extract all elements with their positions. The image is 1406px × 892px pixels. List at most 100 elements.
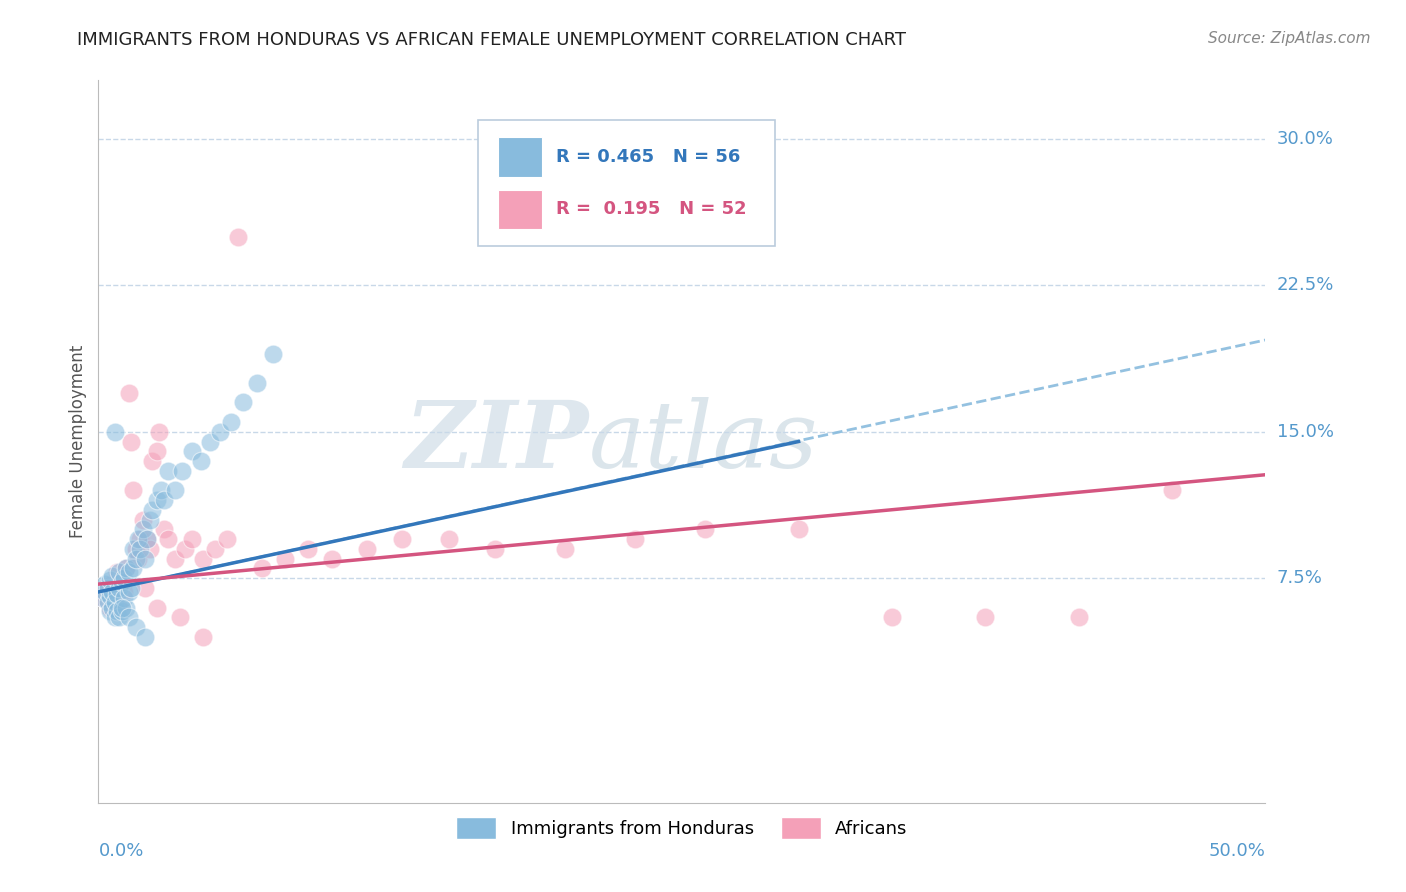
Point xyxy=(108,581,131,595)
Point xyxy=(880,610,903,624)
Point xyxy=(111,604,134,618)
Point xyxy=(127,532,149,546)
Point xyxy=(134,551,156,566)
Point xyxy=(262,346,284,360)
Point xyxy=(132,513,155,527)
Point xyxy=(554,541,576,556)
Point xyxy=(190,454,212,468)
Point xyxy=(105,566,128,580)
Point xyxy=(437,532,460,546)
Point xyxy=(139,541,162,556)
Text: R =  0.195   N = 52: R = 0.195 N = 52 xyxy=(555,201,747,219)
Point xyxy=(101,600,124,615)
Point xyxy=(122,561,145,575)
Text: 30.0%: 30.0% xyxy=(1277,130,1333,148)
Point xyxy=(104,595,127,609)
Point xyxy=(173,541,195,556)
Point xyxy=(193,551,215,566)
Point xyxy=(391,532,413,546)
Point xyxy=(127,551,149,566)
Point xyxy=(180,444,202,458)
Text: atlas: atlas xyxy=(589,397,818,486)
Point xyxy=(250,561,273,575)
Point xyxy=(695,523,717,537)
Point xyxy=(134,581,156,595)
Point xyxy=(97,585,120,599)
Point xyxy=(97,595,120,609)
Point xyxy=(125,551,148,566)
Point xyxy=(232,395,254,409)
Text: R = 0.465   N = 56: R = 0.465 N = 56 xyxy=(555,148,740,166)
Point xyxy=(165,483,187,498)
Point xyxy=(148,425,170,439)
Point xyxy=(108,600,131,615)
Point xyxy=(104,591,127,605)
Point xyxy=(141,454,163,468)
Point xyxy=(118,566,141,580)
Point xyxy=(136,532,159,546)
Point xyxy=(129,532,152,546)
Point xyxy=(101,585,124,599)
Point xyxy=(228,229,250,244)
Point xyxy=(246,376,269,390)
Point xyxy=(105,587,128,601)
Point xyxy=(129,541,152,556)
Point xyxy=(115,561,138,575)
Text: Source: ZipAtlas.com: Source: ZipAtlas.com xyxy=(1208,31,1371,46)
Point xyxy=(484,541,506,556)
Point xyxy=(94,581,117,595)
Point xyxy=(172,464,194,478)
Point xyxy=(787,523,810,537)
Point xyxy=(94,585,117,599)
FancyBboxPatch shape xyxy=(478,120,775,246)
Point xyxy=(115,600,138,615)
Point xyxy=(91,591,114,605)
Point xyxy=(297,541,319,556)
Legend: Immigrants from Honduras, Africans: Immigrants from Honduras, Africans xyxy=(450,809,914,846)
Point xyxy=(1067,610,1090,624)
Point xyxy=(97,581,120,595)
Point xyxy=(624,532,647,546)
Point xyxy=(105,604,128,618)
Point xyxy=(152,523,174,537)
Point xyxy=(152,493,174,508)
Point xyxy=(122,541,145,556)
Point xyxy=(98,573,121,587)
Point xyxy=(104,425,127,439)
Point xyxy=(101,569,124,583)
Point xyxy=(208,425,231,439)
Point xyxy=(98,600,121,615)
Point xyxy=(200,434,222,449)
Text: 0.0%: 0.0% xyxy=(98,842,143,860)
Point xyxy=(108,610,131,624)
Point xyxy=(115,561,138,575)
Point xyxy=(146,493,169,508)
Y-axis label: Female Unemployment: Female Unemployment xyxy=(69,345,87,538)
Point xyxy=(169,610,191,624)
Point xyxy=(157,464,180,478)
Text: IMMIGRANTS FROM HONDURAS VS AFRICAN FEMALE UNEMPLOYMENT CORRELATION CHART: IMMIGRANTS FROM HONDURAS VS AFRICAN FEMA… xyxy=(77,31,907,49)
Text: ZIP: ZIP xyxy=(405,397,589,486)
Point xyxy=(118,610,141,624)
Point xyxy=(157,532,180,546)
Point xyxy=(150,483,173,498)
Point xyxy=(111,571,134,585)
Point xyxy=(120,434,142,449)
Point xyxy=(215,532,238,546)
Point xyxy=(111,575,134,590)
Point xyxy=(136,532,159,546)
Point xyxy=(1161,483,1184,498)
Point xyxy=(98,589,121,603)
Point xyxy=(118,385,141,400)
Point xyxy=(101,577,124,591)
Point xyxy=(108,566,131,580)
Point xyxy=(132,523,155,537)
Point xyxy=(112,591,135,605)
Point xyxy=(141,503,163,517)
Point xyxy=(122,483,145,498)
Point xyxy=(120,581,142,595)
Point xyxy=(91,591,114,605)
Point xyxy=(974,610,997,624)
Bar xyxy=(498,190,541,229)
Point xyxy=(274,551,297,566)
